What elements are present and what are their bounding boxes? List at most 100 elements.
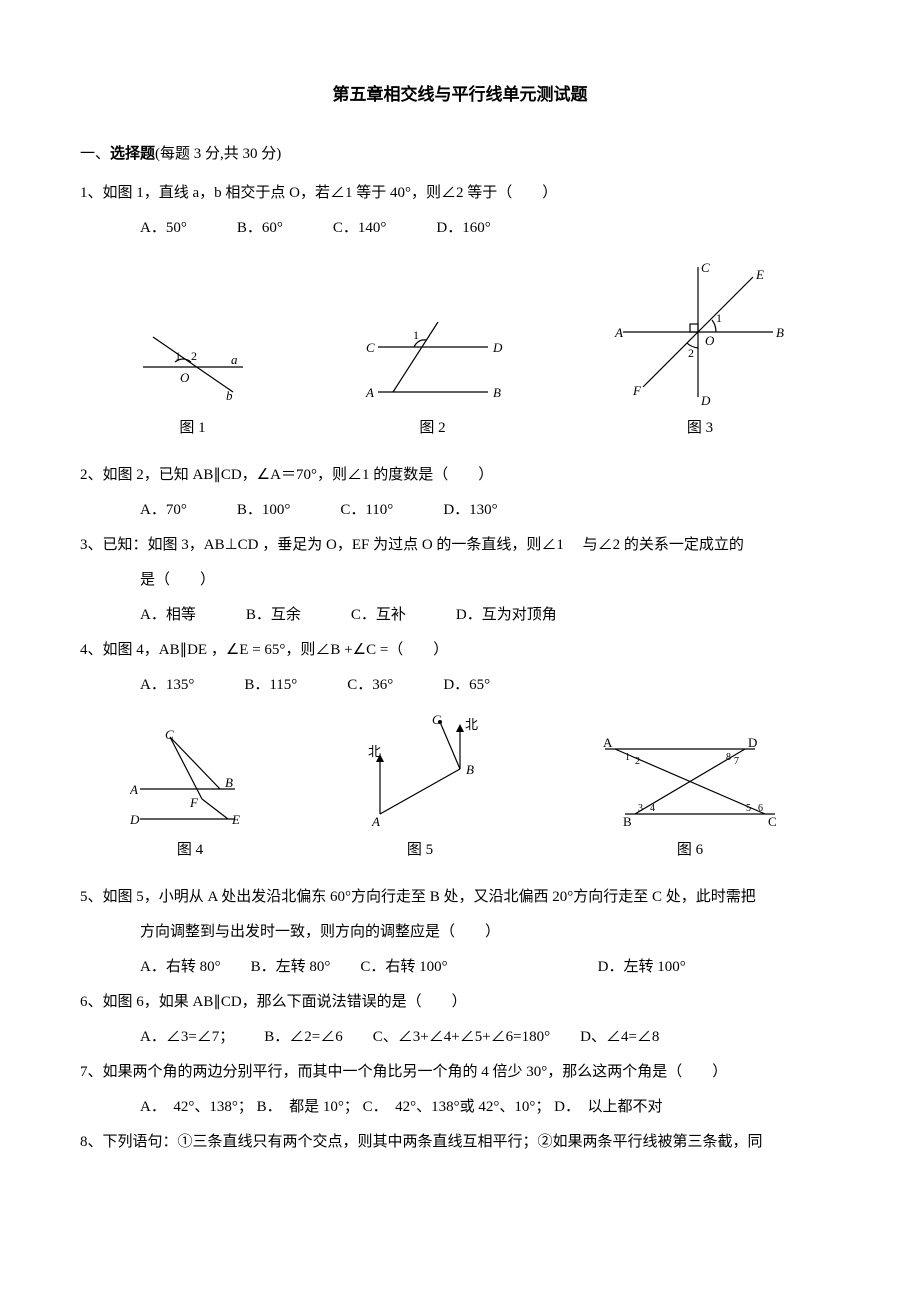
fig2-svg: C D A B 1 — [358, 317, 508, 407]
svg-text:O: O — [180, 370, 190, 385]
q2-optD: D．130° — [443, 497, 497, 524]
svg-text:C: C — [701, 260, 710, 275]
page-title: 第五章相交线与平行线单元测试题 — [80, 80, 840, 111]
svg-text:b: b — [226, 388, 233, 403]
svg-text:A: A — [130, 782, 138, 797]
svg-text:北: 北 — [368, 744, 381, 759]
figures-row-1: 1 2 O a b 图 1 C D A B 1 图 2 — [80, 257, 840, 442]
question-3: 3、已知：如图 3，AB⊥CD ，垂足为 O，EF 为过点 O 的一条直线，则∠… — [80, 532, 840, 629]
fig3-svg: A B C D E F O 1 2 — [613, 257, 788, 407]
q6-optB: B．∠2=∠6 — [264, 1024, 342, 1051]
q4-optD: D．65° — [443, 672, 490, 699]
q5-optB: B．左转 80° — [251, 954, 331, 981]
svg-text:2: 2 — [191, 349, 197, 363]
q6-options: A．∠3=∠7； B．∠2=∠6 C、∠3+∠4+∠5+∠6=180° D、∠4… — [80, 1024, 840, 1051]
q4-text: 4、如图 4，AB∥DE ，∠E = 65°，则∠B +∠C =（ ） — [80, 637, 840, 664]
q1-optA: A．50° — [140, 215, 187, 242]
svg-text:D: D — [700, 393, 711, 407]
q3-options: A．相等 B．互余 C．互补 D．互为对顶角 — [80, 602, 840, 629]
q6-optA: A．∠3=∠7； — [140, 1024, 234, 1051]
question-1: 1、如图 1，直线 a，b 相交于点 O，若∠1 等于 40°，则∠2 等于（ … — [80, 180, 840, 242]
svg-text:D: D — [130, 812, 140, 827]
q3-text2: 是（ ） — [80, 567, 840, 594]
q5-optD: D．左转 100° — [598, 954, 686, 981]
fig5-caption: 图 5 — [407, 837, 433, 864]
fig6-svg: A D B C 1 2 8 7 3 4 5 6 — [590, 734, 790, 829]
figures-row-2: A B C D E F 图 4 A B C 北 北 图 5 — [80, 714, 840, 864]
question-2: 2、如图 2，已知 AB∥CD，∠A＝70°，则∠1 的度数是（ ） A．70°… — [80, 462, 840, 524]
svg-text:B: B — [225, 775, 233, 790]
svg-text:O: O — [705, 333, 715, 348]
svg-text:B: B — [776, 325, 784, 340]
section-note: (每题 3 分,共 30 分) — [155, 146, 281, 162]
svg-text:7: 7 — [734, 756, 739, 767]
q8-text: 8、下列语句：①三条直线只有两个交点，则其中两条直线互相平行；②如果两条平行线被… — [80, 1129, 840, 1156]
q2-optC: C．110° — [340, 497, 393, 524]
q1-options: A．50° B．60° C．140° D．160° — [80, 215, 840, 242]
q2-options: A．70° B．100° C．110° D．130° — [80, 497, 840, 524]
q4-options: A．135° B．115° C．36° D．65° — [80, 672, 840, 699]
q5-options: A．右转 80° B．左转 80° C．右转 100° D．左转 100° — [80, 954, 840, 981]
question-8: 8、下列语句：①三条直线只有两个交点，则其中两条直线互相平行；②如果两条平行线被… — [80, 1129, 840, 1156]
svg-text:北: 北 — [465, 717, 478, 732]
q5-optC: C．右转 100° — [360, 954, 447, 981]
q1-text: 1、如图 1，直线 a，b 相交于点 O，若∠1 等于 40°，则∠2 等于（ … — [80, 180, 840, 207]
figure-4: A B C D E F 图 4 — [130, 729, 250, 864]
question-7: 7、如果两个角的两边分别平行，而其中一个角比另一个角的 4 倍少 30°，那么这… — [80, 1059, 840, 1121]
svg-text:D: D — [748, 735, 757, 750]
q7-text: 7、如果两个角的两边分别平行，而其中一个角比另一个角的 4 倍少 30°，那么这… — [80, 1059, 840, 1086]
q1-optC: C．140° — [333, 215, 387, 242]
q2-optA: A．70° — [140, 497, 187, 524]
q3-optB: B．互余 — [246, 602, 301, 629]
svg-text:F: F — [189, 795, 199, 810]
svg-text:a: a — [231, 352, 238, 367]
question-5: 5、如图 5，小明从 A 处出发沿北偏东 60°方向行走至 B 处，又沿北偏西 … — [80, 884, 840, 981]
q7-optB: B． 都是 10°； — [257, 1099, 359, 1115]
q5-optA: A．右转 80° — [140, 954, 221, 981]
svg-text:B: B — [623, 814, 632, 829]
fig1-svg: 1 2 O a b — [133, 322, 253, 407]
svg-text:A: A — [371, 814, 380, 829]
q4-optC: C．36° — [347, 672, 393, 699]
q7-optC: C． 42°、138°或 42°、10°； — [363, 1099, 551, 1115]
svg-text:1: 1 — [625, 752, 630, 763]
svg-text:C: C — [768, 814, 777, 829]
q5-text2: 方向调整到与出发时一致，则方向的调整应是（ ） — [80, 919, 840, 946]
svg-text:5: 5 — [746, 803, 751, 814]
fig4-svg: A B C D E F — [130, 729, 250, 829]
figure-3: A B C D E F O 1 2 图 3 — [613, 257, 788, 442]
q1-optD: D．160° — [436, 215, 490, 242]
q7-optD: D． 以上都不对 — [554, 1099, 662, 1115]
svg-text:E: E — [755, 267, 764, 282]
figure-5: A B C 北 北 图 5 — [350, 714, 490, 864]
svg-text:F: F — [632, 383, 642, 398]
q3-text: 3、已知：如图 3，AB⊥CD ，垂足为 O，EF 为过点 O 的一条直线，则∠… — [80, 532, 840, 559]
svg-text:1: 1 — [175, 349, 181, 363]
svg-text:C: C — [366, 340, 375, 355]
svg-text:1: 1 — [413, 328, 419, 342]
fig1-caption: 图 1 — [179, 415, 205, 442]
q1-optB: B．60° — [237, 215, 283, 242]
q3-optA: A．相等 — [140, 602, 196, 629]
section-name: 选择题 — [110, 146, 155, 162]
svg-text:A: A — [365, 385, 374, 400]
q7-optA: A． 42°、138°； — [140, 1099, 253, 1115]
svg-text:C: C — [432, 714, 441, 727]
svg-text:D: D — [492, 340, 503, 355]
svg-text:E: E — [231, 812, 240, 827]
q5-text: 5、如图 5，小明从 A 处出发沿北偏东 60°方向行走至 B 处，又沿北偏西 … — [80, 884, 840, 911]
q2-optB: B．100° — [237, 497, 291, 524]
svg-text:A: A — [614, 325, 623, 340]
svg-text:6: 6 — [758, 803, 763, 814]
svg-text:4: 4 — [650, 803, 655, 814]
q6-optD: D、∠4=∠8 — [580, 1024, 659, 1051]
q2-text: 2、如图 2，已知 AB∥CD，∠A＝70°，则∠1 的度数是（ ） — [80, 462, 840, 489]
question-6: 6、如图 6，如果 AB∥CD，那么下面说法错误的是（ ） A．∠3=∠7； B… — [80, 989, 840, 1051]
fig3-caption: 图 3 — [687, 415, 713, 442]
svg-text:2: 2 — [688, 346, 694, 360]
fig6-caption: 图 6 — [677, 837, 703, 864]
svg-text:8: 8 — [726, 752, 731, 763]
question-4: 4、如图 4，AB∥DE ，∠E = 65°，则∠B +∠C =（ ） A．13… — [80, 637, 840, 699]
figure-6: A D B C 1 2 8 7 3 4 5 6 图 6 — [590, 734, 790, 864]
svg-text:B: B — [493, 385, 501, 400]
